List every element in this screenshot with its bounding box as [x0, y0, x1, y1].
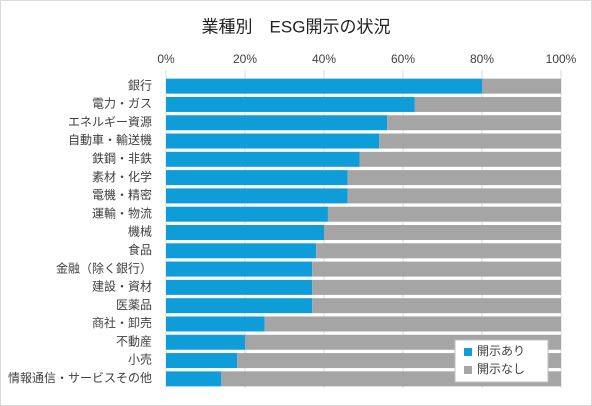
legend-swatch: [464, 348, 472, 356]
y-tick-label: 鉄鋼・非鉄: [92, 150, 152, 165]
bar-segment: [166, 133, 380, 149]
y-tick-label: 建設・資材: [92, 279, 152, 294]
legend-label: 開示あり: [477, 344, 525, 358]
y-tick-label: 電機・精密: [92, 187, 152, 202]
x-tick-label: 100%: [546, 52, 577, 66]
legend-swatch: [464, 366, 472, 374]
bar-segment: [347, 188, 561, 204]
bar-segment: [327, 206, 561, 222]
bar-segment: [166, 316, 265, 332]
bar-segment: [166, 115, 388, 131]
bar-segment: [312, 261, 561, 277]
y-tick-label: 小売: [128, 352, 152, 367]
bar-segment: [312, 279, 561, 295]
x-tick-label: 0%: [157, 52, 175, 66]
bar-segment: [166, 334, 245, 350]
legend-box: [454, 339, 549, 383]
bar-segment: [166, 298, 313, 314]
y-tick-label: 運輸・物流: [92, 205, 152, 220]
bar-segment: [166, 371, 222, 387]
y-tick-label: 不動産: [116, 333, 152, 348]
y-tick-label: エネルギー資源: [68, 115, 152, 129]
y-tick-label: 食品: [128, 242, 152, 257]
bar-segment: [379, 133, 561, 149]
bar-segment: [316, 243, 561, 259]
y-tick-label: 素材・化学: [92, 169, 152, 184]
bar-segment: [166, 279, 313, 295]
chart-title: 業種別 ESG開示の状況: [202, 17, 391, 36]
legend-label: 開示なし: [477, 362, 525, 376]
bar-segment: [166, 96, 415, 112]
bar-segment: [359, 151, 561, 167]
bar-segment: [166, 353, 238, 369]
bar-segment: [387, 115, 561, 131]
y-tick-label: 機械: [128, 224, 152, 239]
x-tick-label: 60%: [391, 52, 415, 66]
y-tick-label: 情報通信・サービスその他: [8, 371, 152, 385]
y-tick-label: 自動車・輸送機: [68, 132, 152, 147]
bar-segment: [324, 224, 561, 241]
bar-segment: [166, 188, 348, 204]
y-tick-label: 銀行: [128, 78, 152, 92]
bar-segment: [347, 170, 561, 186]
x-tick-label: 40%: [312, 52, 336, 66]
y-tick-label: 商社・卸売: [92, 315, 152, 330]
bar-segment: [166, 261, 313, 277]
bar-segment: [264, 316, 561, 332]
x-tick-label: 20%: [233, 52, 257, 66]
bar-segment: [166, 78, 482, 94]
bar-segment: [166, 206, 328, 222]
bar-segment: [414, 96, 561, 112]
bar-segment: [166, 170, 348, 186]
x-tick-label: 80%: [470, 52, 494, 66]
bar-segment: [482, 78, 561, 94]
y-tick-label: 金融（除く銀行）: [56, 260, 152, 275]
bar-segment: [166, 151, 360, 167]
bar-segment: [166, 243, 317, 259]
bar-segment: [312, 298, 561, 314]
bar-segment: [166, 224, 324, 241]
y-tick-label: 医薬品: [116, 298, 152, 312]
y-tick-label: 電力・ガス: [92, 97, 152, 111]
